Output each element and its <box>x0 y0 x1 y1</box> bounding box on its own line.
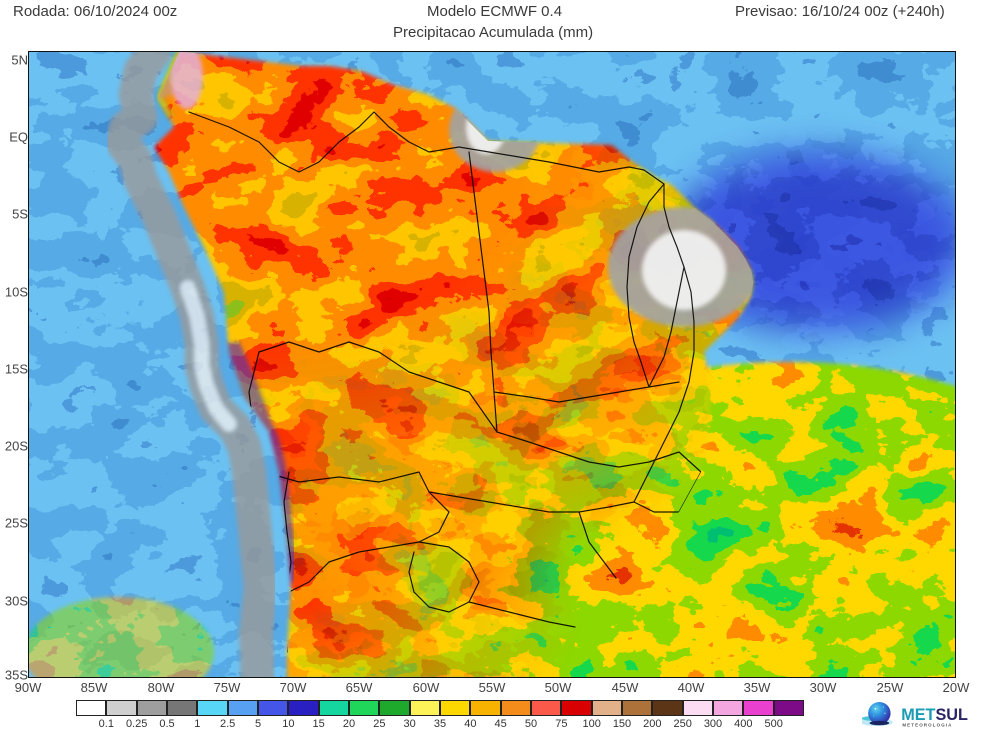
svg-text:METSUL: METSUL <box>901 706 968 724</box>
svg-text:METEOROLOGIA: METEOROLOGIA <box>902 723 952 728</box>
